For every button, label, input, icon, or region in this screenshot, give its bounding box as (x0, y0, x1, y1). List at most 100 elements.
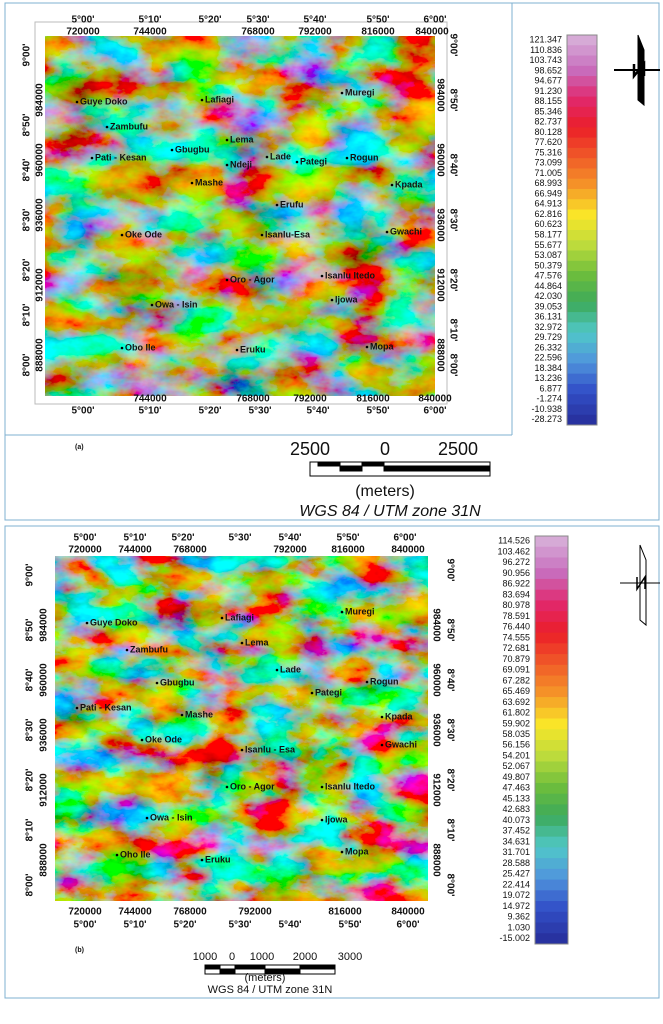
place-marker (380, 715, 384, 719)
legend-value: 19.072 (502, 890, 530, 900)
lon-bottom-label: 6°00' (423, 406, 446, 417)
lat-left-label: 8°20' (22, 258, 33, 281)
utm-bottom-label: 720000 (68, 907, 102, 918)
utm-left-label: 912000 (39, 773, 50, 807)
legend-value: 74.555 (502, 632, 530, 642)
lat-left-label: 8°30' (25, 718, 36, 741)
lon-top-label: 5°40' (303, 15, 326, 26)
utm-left-label: 984000 (35, 83, 46, 117)
legend-value: 36.131 (534, 312, 562, 322)
utm-bottom-label: 840000 (391, 907, 425, 918)
utm-top-label: 744000 (118, 545, 152, 556)
legend-swatch (535, 911, 568, 924)
place-name: Gbugbu (160, 677, 195, 687)
legend-value: 61.802 (502, 708, 530, 718)
legend-swatch (535, 611, 568, 623)
legend-value: 80.978 (502, 600, 530, 610)
lon-bottom-label: 5°20' (173, 920, 196, 931)
legend-swatch (567, 250, 597, 262)
legend-swatch (567, 404, 597, 416)
place-name: Rogun (350, 152, 379, 162)
place-name: Guye Doko (90, 617, 138, 627)
legend-swatch (535, 568, 568, 580)
legend-swatch (567, 332, 597, 344)
legend-value: 73.099 (534, 158, 562, 168)
place-name: Isanlu - Esa (245, 744, 296, 754)
scale-label: 0 (380, 439, 390, 459)
place-marker (90, 156, 94, 160)
legend-swatch (535, 825, 568, 838)
legend-swatch (535, 675, 568, 687)
legend-swatch (567, 342, 597, 354)
lat-left-label: 8°50' (22, 113, 33, 136)
utm-bottom-label: 792000 (293, 394, 327, 405)
panel-label: (b) (75, 947, 84, 954)
utm-left-label: 960000 (39, 663, 50, 697)
legend-swatch (567, 106, 597, 118)
utm-bottom-label: 744000 (133, 394, 167, 405)
legend-value: 65.469 (502, 686, 530, 696)
lat-right-label: 8°50' (447, 88, 458, 111)
legend-value: 59.902 (502, 718, 530, 728)
legend-value: 96.272 (502, 557, 530, 567)
place-name: Mashe (195, 177, 223, 187)
legend-value: 82.737 (534, 117, 562, 127)
legend-value: 63.692 (502, 697, 530, 707)
legend-value: 72.681 (502, 643, 530, 653)
legend-value: 85.346 (534, 106, 562, 116)
lon-bottom-label: 5°40' (306, 406, 329, 417)
lat-left-label: 8°20' (25, 768, 36, 791)
place-name: Oke Ode (145, 734, 182, 744)
legend-value: 40.073 (502, 815, 530, 825)
place-marker (225, 278, 229, 282)
utm-right-label: 888000 (430, 843, 441, 877)
lon-top-label: 5°00' (73, 533, 96, 544)
lat-left-label: 8°00' (25, 873, 36, 896)
place-name: Zambufu (110, 121, 148, 131)
legend-value: 69.091 (502, 665, 530, 675)
legend-value: 34.631 (502, 836, 530, 846)
place-marker (115, 853, 119, 857)
legend-value: 22.414 (502, 879, 530, 889)
legend-swatch (567, 35, 597, 46)
legend-swatch (535, 686, 568, 698)
legend-value: 70.879 (502, 654, 530, 664)
place-name: Pati - Kesan (80, 702, 132, 712)
lon-top-label: 5°10' (138, 15, 161, 26)
lat-right-label: 8°20' (447, 268, 458, 291)
place-name: Lema (230, 134, 255, 144)
scale-label: 3000 (338, 951, 362, 963)
place-marker (225, 138, 229, 142)
legend-swatch (567, 281, 597, 293)
legend-swatch (535, 707, 568, 720)
lon-top-label: 5°20' (171, 533, 194, 544)
legend-swatch (567, 65, 597, 77)
legend-value: 1.030 (507, 922, 530, 932)
utm-top-label: 792000 (298, 27, 332, 38)
legend-swatch (535, 836, 568, 848)
legend-swatch (535, 750, 568, 762)
lon-bottom-label: 6°00' (396, 920, 419, 931)
place-name: Oro - Agor (230, 274, 275, 284)
place-name: Eruku (205, 854, 231, 864)
legend-swatch (535, 933, 568, 945)
place-name: Lade (280, 664, 301, 674)
utm-bottom-label: 768000 (173, 907, 207, 918)
legend-value: 76.440 (502, 622, 530, 632)
legend-value: -28.273 (531, 414, 562, 424)
legend-swatch (567, 219, 597, 231)
utm-bottom-label: 744000 (118, 907, 152, 918)
place-marker (200, 858, 204, 862)
legend-swatch (567, 291, 597, 303)
place-marker (180, 713, 184, 717)
legend-value: 54.201 (502, 750, 530, 760)
lon-top-label: 5°50' (336, 533, 359, 544)
place-name: Ijowa (335, 294, 358, 304)
place-name: Kpada (385, 711, 414, 721)
utm-left-label: 984000 (39, 608, 50, 642)
projection: WGS 84 / UTM zone 31N (299, 503, 481, 520)
lon-bottom-label: 5°20' (198, 406, 221, 417)
legend-swatch (567, 322, 597, 334)
legend-value: 42.683 (502, 804, 530, 814)
